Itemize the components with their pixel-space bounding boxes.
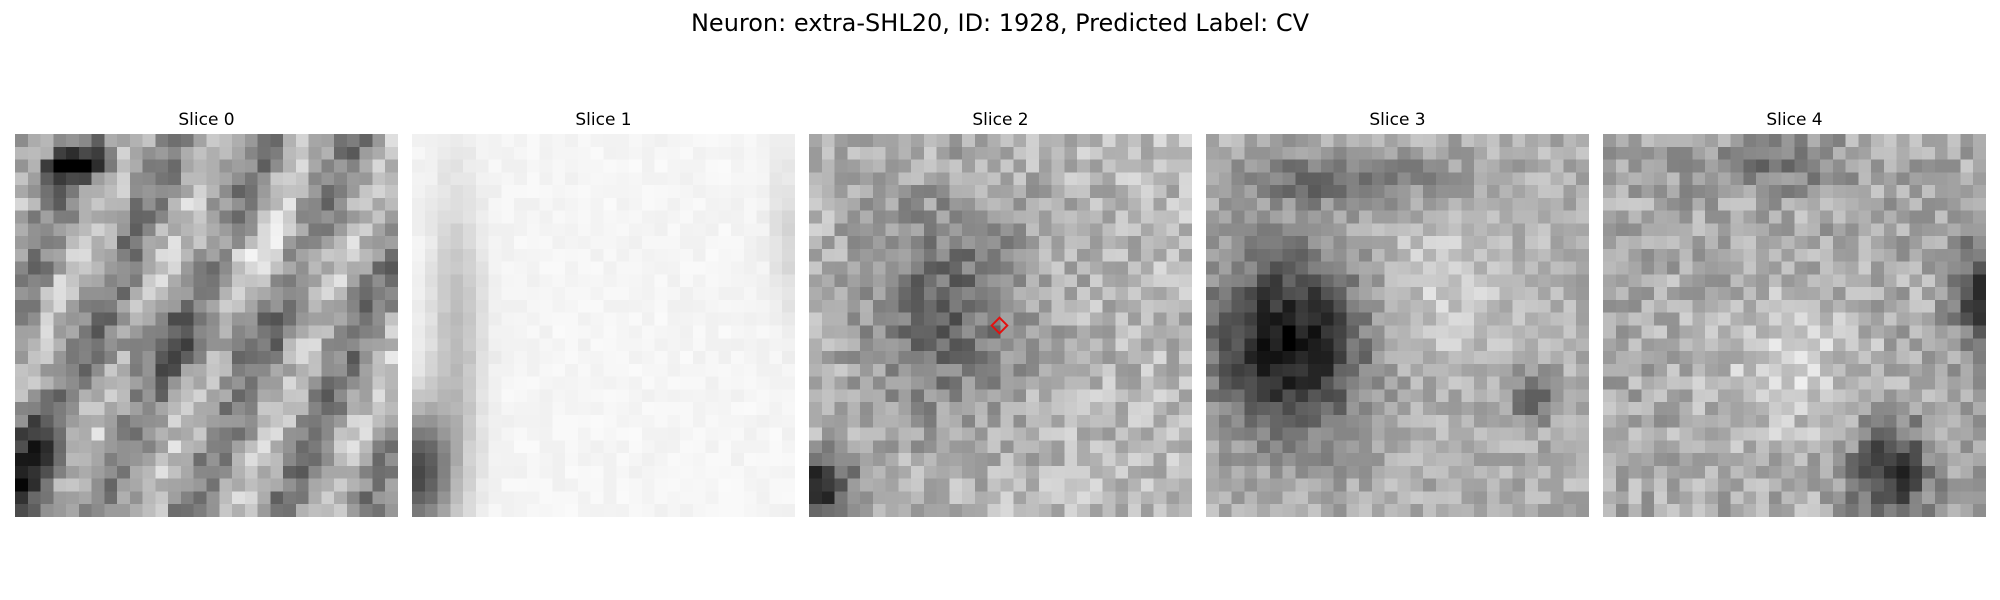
- slice-image-4: [1603, 134, 1986, 517]
- panel-title-slice-0: Slice 0: [178, 110, 235, 130]
- slice-image-0: [15, 134, 398, 517]
- panel-title-slice-1: Slice 1: [575, 110, 632, 130]
- slice-image-1: [412, 134, 795, 517]
- figure-title: Neuron: extra-SHL20, ID: 1928, Predicted…: [690, 9, 1310, 37]
- slice-image-2: [809, 134, 1192, 517]
- panel-title-slice-2: Slice 2: [972, 110, 1029, 130]
- slice-image-3: [1206, 134, 1589, 517]
- panel-title-slice-4: Slice 4: [1766, 110, 1823, 130]
- panel-title-slice-3: Slice 3: [1369, 110, 1426, 130]
